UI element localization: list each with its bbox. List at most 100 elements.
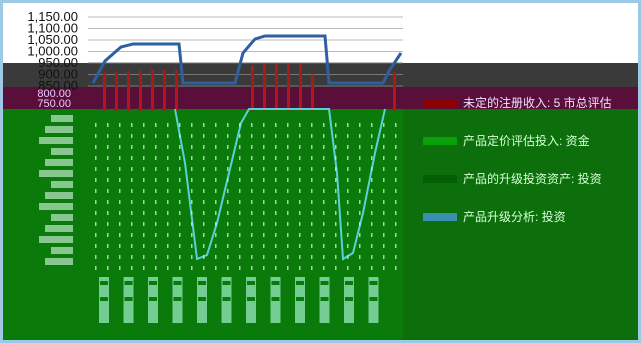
pattern-dot bbox=[275, 145, 277, 149]
pattern-dot bbox=[179, 189, 181, 193]
pattern-dot bbox=[323, 222, 325, 226]
category-label-gap bbox=[369, 297, 378, 301]
pattern-dot bbox=[167, 211, 169, 215]
pattern-dot bbox=[215, 178, 217, 182]
pattern-dot bbox=[275, 156, 277, 160]
pattern-dot bbox=[323, 178, 325, 182]
pattern-dot bbox=[347, 167, 349, 171]
pattern-dot bbox=[191, 222, 193, 226]
category-label-gap bbox=[345, 281, 353, 285]
y-tick-label: 750.00 bbox=[37, 98, 71, 110]
pattern-dot bbox=[95, 244, 97, 248]
pattern-dot bbox=[275, 123, 277, 127]
pattern-dot bbox=[311, 266, 313, 270]
category-label-gap bbox=[271, 297, 280, 301]
pattern-dot bbox=[131, 255, 133, 259]
category-label-gap bbox=[100, 281, 108, 285]
pattern-dot bbox=[215, 156, 217, 160]
pattern-dot bbox=[239, 178, 241, 182]
pattern-dot bbox=[203, 189, 205, 193]
pattern-dot bbox=[203, 266, 205, 270]
axis-glyph bbox=[39, 236, 73, 243]
pattern-dot bbox=[239, 222, 241, 226]
pattern-dot bbox=[287, 156, 289, 160]
pattern-dot bbox=[311, 244, 313, 248]
category-label-gap bbox=[247, 297, 255, 301]
category-label-gap bbox=[149, 297, 157, 301]
pattern-dot bbox=[107, 189, 109, 193]
pattern-dot bbox=[155, 123, 157, 127]
pattern-dot bbox=[143, 222, 145, 226]
pattern-dot bbox=[335, 167, 337, 171]
dotted-column-pattern bbox=[39, 115, 397, 270]
pattern-dot bbox=[395, 134, 397, 138]
red-bar bbox=[115, 72, 118, 111]
pattern-dot bbox=[251, 211, 253, 215]
pattern-dot bbox=[203, 134, 205, 138]
pattern-dot bbox=[131, 266, 133, 270]
pattern-dot bbox=[359, 211, 361, 215]
pattern-dot bbox=[203, 167, 205, 171]
pattern-dot bbox=[347, 178, 349, 182]
axis-glyph bbox=[45, 192, 73, 199]
pattern-dot bbox=[299, 211, 301, 215]
pattern-dot bbox=[251, 145, 253, 149]
category-label-gap bbox=[222, 297, 231, 301]
pattern-dot bbox=[251, 255, 253, 259]
axis-glyph bbox=[39, 203, 73, 210]
pattern-dot bbox=[95, 123, 97, 127]
pattern-dot bbox=[275, 178, 277, 182]
pattern-dot bbox=[191, 211, 193, 215]
pattern-dot bbox=[119, 244, 121, 248]
pattern-dot bbox=[299, 134, 301, 138]
pattern-dot bbox=[251, 233, 253, 237]
y-tick-label: 900.00 bbox=[38, 67, 78, 82]
pattern-dot bbox=[323, 200, 325, 204]
pattern-dot bbox=[347, 189, 349, 193]
pattern-dot bbox=[323, 156, 325, 160]
pattern-dot bbox=[119, 167, 121, 171]
pattern-dot bbox=[323, 123, 325, 127]
pattern-dot bbox=[131, 145, 133, 149]
pattern-dot bbox=[227, 156, 229, 160]
legend-label: 产品的升级投资资产: 投资 bbox=[463, 171, 602, 186]
pattern-dot bbox=[167, 123, 169, 127]
pattern-dot bbox=[179, 200, 181, 204]
pattern-dot bbox=[359, 123, 361, 127]
red-bar bbox=[263, 64, 266, 111]
pattern-dot bbox=[203, 211, 205, 215]
pattern-dot bbox=[395, 156, 397, 160]
legend-label: 产品升级分析: 投资 bbox=[463, 209, 566, 224]
category-label-gap bbox=[173, 281, 182, 285]
pattern-dot bbox=[191, 266, 193, 270]
pattern-dot bbox=[131, 233, 133, 237]
pattern-dot bbox=[359, 145, 361, 149]
red-bar bbox=[275, 64, 278, 111]
pattern-dot bbox=[311, 134, 313, 138]
pattern-dot bbox=[215, 233, 217, 237]
pattern-dot bbox=[371, 200, 373, 204]
pattern-dot bbox=[383, 222, 385, 226]
pattern-dot bbox=[179, 211, 181, 215]
pattern-dot bbox=[287, 200, 289, 204]
pattern-dot bbox=[155, 222, 157, 226]
axis-glyph bbox=[45, 258, 73, 265]
pattern-dot bbox=[299, 233, 301, 237]
pattern-dot bbox=[143, 211, 145, 215]
pattern-dot bbox=[131, 189, 133, 193]
pattern-dot bbox=[335, 244, 337, 248]
pattern-dot bbox=[251, 244, 253, 248]
pattern-dot bbox=[155, 266, 157, 270]
pattern-dot bbox=[239, 134, 241, 138]
pattern-dot bbox=[119, 222, 121, 226]
pattern-dot bbox=[299, 167, 301, 171]
pattern-dot bbox=[167, 255, 169, 259]
pattern-dot bbox=[347, 134, 349, 138]
pattern-dot bbox=[323, 189, 325, 193]
pattern-dot bbox=[191, 123, 193, 127]
pattern-dot bbox=[143, 189, 145, 193]
pattern-dot bbox=[395, 233, 397, 237]
y-tick-label: 950.00 bbox=[38, 55, 78, 70]
pattern-dot bbox=[371, 222, 373, 226]
pattern-dot bbox=[275, 233, 277, 237]
